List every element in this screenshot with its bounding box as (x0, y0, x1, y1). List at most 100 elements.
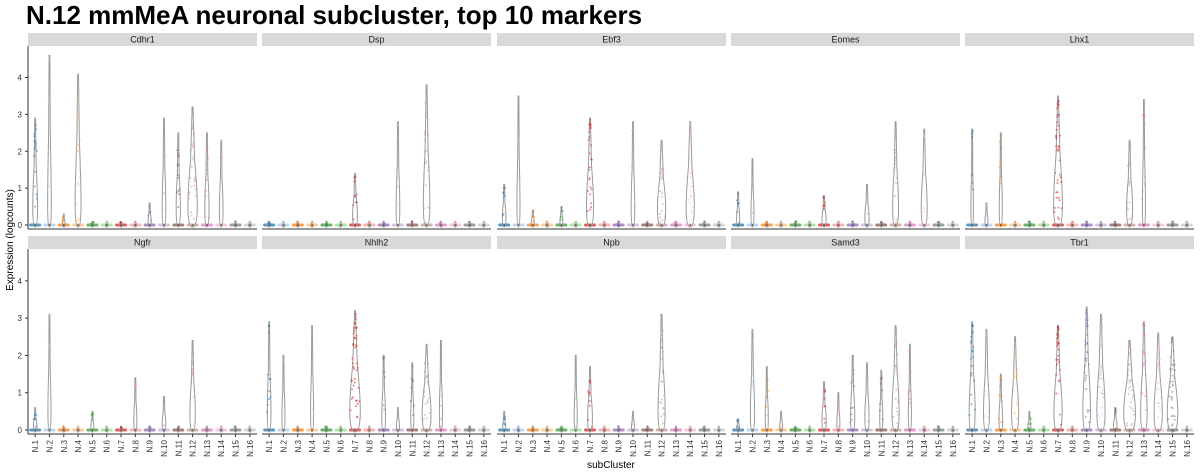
data-point (1056, 333, 1059, 335)
data-point (795, 426, 798, 429)
median-point (206, 224, 208, 226)
y-axis-title: Expression (logcounts) (5, 189, 16, 291)
data-point (133, 380, 136, 383)
data-point (517, 426, 520, 429)
data-point (49, 139, 52, 142)
violin (204, 425, 209, 433)
data-point (78, 143, 81, 146)
data-point (1015, 372, 1018, 375)
data-point (410, 386, 413, 389)
data-point (1087, 363, 1090, 366)
violin (467, 220, 472, 228)
data-point (983, 393, 986, 396)
data-point (984, 361, 986, 364)
data-point (836, 393, 839, 396)
data-point (1171, 363, 1174, 366)
data-point (1057, 327, 1060, 329)
data-point (987, 426, 989, 429)
median-point (1185, 429, 1188, 431)
data-point (894, 343, 896, 346)
data-point (1057, 216, 1060, 219)
x-tick-label: N.11 (408, 439, 417, 456)
data-point (633, 162, 636, 165)
data-point (894, 149, 897, 152)
x-tick-label: N.16 (1183, 439, 1192, 456)
data-point (423, 131, 426, 134)
facet-label: Lhx1 (1070, 35, 1090, 45)
data-point (188, 197, 191, 200)
data-point (206, 133, 209, 136)
data-point (1132, 413, 1135, 416)
data-point (867, 377, 870, 379)
data-point (1168, 395, 1171, 398)
data-point (881, 418, 884, 421)
x-tick-label: N.16 (480, 439, 489, 456)
data-point (588, 136, 591, 139)
data-point (176, 163, 179, 166)
data-point (355, 405, 357, 408)
violin (161, 117, 167, 228)
data-point (1144, 183, 1146, 186)
data-point (192, 339, 195, 342)
data-point (896, 422, 899, 425)
x-tick-label: N.15 (701, 439, 710, 456)
violin (864, 183, 870, 228)
data-point (998, 417, 1001, 420)
data-point (850, 407, 853, 410)
data-point (1088, 409, 1091, 412)
data-point (984, 331, 987, 334)
data-point (737, 426, 740, 429)
data-point (895, 388, 898, 391)
median-point (339, 429, 342, 431)
data-point (809, 427, 812, 430)
data-point (190, 165, 193, 168)
x-tick-label: N.14 (686, 439, 695, 456)
violin (47, 313, 52, 433)
data-point (120, 222, 123, 225)
x-tick-label: N.11 (877, 439, 886, 456)
data-point (691, 206, 694, 209)
data-point (134, 384, 137, 387)
data-point (425, 375, 428, 378)
data-point (894, 127, 897, 130)
data-point (161, 204, 164, 207)
data-point (354, 399, 357, 402)
data-point (1086, 316, 1089, 319)
data-point (1056, 149, 1059, 152)
x-tick-label: N.13 (203, 439, 212, 456)
data-point (1099, 326, 1102, 329)
median-point (503, 224, 506, 226)
median-point (1100, 224, 1102, 226)
median-point (951, 224, 954, 226)
data-point (850, 413, 853, 416)
violin (516, 95, 521, 228)
data-point (590, 144, 593, 147)
data-point (1170, 396, 1173, 399)
data-point (752, 176, 755, 179)
data-point (193, 180, 196, 183)
data-point (467, 428, 469, 431)
data-point (590, 158, 593, 161)
data-point (310, 364, 313, 367)
data-point (660, 210, 663, 213)
violin (836, 392, 841, 433)
x-tick-label: N.14 (217, 439, 226, 456)
data-point (532, 209, 535, 212)
data-point (631, 416, 634, 419)
data-point (353, 180, 356, 183)
x-tick-label: N.4 (1011, 439, 1020, 452)
data-point (702, 425, 705, 428)
median-point (546, 429, 548, 431)
data-point (909, 402, 911, 405)
data-point (1056, 115, 1059, 118)
data-point (971, 130, 974, 133)
median-point (339, 224, 342, 226)
median-point (1085, 429, 1088, 431)
median-point (382, 429, 385, 431)
median-point (660, 224, 663, 226)
data-point (753, 411, 756, 414)
data-point (352, 327, 355, 329)
violin (585, 117, 595, 228)
data-point (396, 410, 399, 412)
data-point (440, 344, 443, 347)
